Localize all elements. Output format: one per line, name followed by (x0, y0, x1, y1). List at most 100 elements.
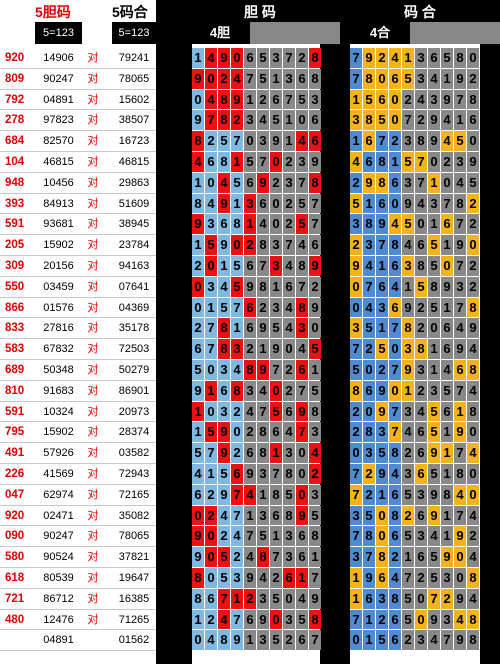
dan-cell: 6 (296, 547, 308, 567)
he-cell: 6 (428, 48, 440, 68)
dan-cell: 2 (244, 588, 256, 609)
he-cell: 2 (376, 609, 388, 630)
dan-cell: 9 (244, 276, 256, 297)
dan-cell: 1 (231, 588, 243, 609)
he-number: 72165 (118, 488, 150, 501)
he-cell: 5 (428, 464, 440, 484)
he-cell: 1 (428, 360, 440, 380)
dan-number: 14906 (43, 52, 74, 64)
he-cell: 2 (389, 131, 401, 151)
dan-cell: 1 (270, 276, 282, 297)
he-cell: 6 (363, 380, 375, 401)
dan-cell: 5 (244, 152, 256, 172)
he-cell: 8 (389, 505, 401, 526)
he-cell: 5 (428, 401, 440, 422)
dan-cell: 9 (309, 297, 321, 318)
row-label: 920 (5, 52, 25, 64)
dan-number: 02471 (43, 509, 74, 522)
dan-check: 对 (87, 72, 99, 85)
dan-cell: 0 (205, 68, 217, 89)
dan-cell: 5 (205, 235, 217, 255)
dan-number: 57926 (43, 447, 74, 460)
he-number: 03582 (118, 447, 150, 460)
dan-cell: 3 (205, 214, 217, 235)
he-cell: 9 (467, 318, 479, 339)
dan-cell: 1 (218, 256, 230, 276)
he-cell: 3 (402, 401, 414, 422)
dan-cell: 4 (244, 401, 256, 422)
dan-check: 对 (87, 488, 99, 501)
he-cell: 1 (350, 131, 362, 151)
he-cell: 2 (467, 256, 479, 276)
row-label: 866 (5, 301, 25, 314)
he-cell: 4 (350, 152, 362, 172)
he-cell: 7 (454, 380, 466, 401)
he-number: 35082 (118, 509, 150, 522)
dan-check: 对 (87, 260, 99, 272)
dan-cell: 6 (244, 48, 256, 68)
he-cell: 3 (402, 464, 414, 484)
he-cell: 9 (363, 48, 375, 68)
dan-check: 对 (87, 551, 99, 564)
he-number: 37821 (118, 551, 150, 564)
dan-cell: 4 (192, 464, 204, 484)
he-number: 01562 (118, 634, 150, 647)
dan-cell: 6 (270, 89, 282, 110)
he-cell: 0 (350, 297, 362, 318)
he-cell: 5 (415, 276, 427, 297)
he-cell: 8 (415, 131, 427, 151)
he-cell: 9 (428, 505, 440, 526)
dan-cell: 0 (192, 89, 204, 110)
he-cell: 4 (389, 464, 401, 484)
he-cell: 5 (363, 89, 375, 110)
he-cell: 9 (428, 110, 440, 131)
dan-check: 对 (87, 280, 99, 293)
dan-cell: 5 (257, 48, 269, 68)
he-cell: 0 (467, 422, 479, 443)
row-label: 948 (5, 176, 25, 189)
dan-cell: 7 (283, 235, 295, 255)
he-cell: 0 (389, 339, 401, 359)
dan-cell: 6 (244, 256, 256, 276)
he-cell: 0 (389, 193, 401, 214)
dan-cell: 7 (244, 68, 256, 89)
dan-number: 62974 (43, 488, 74, 501)
he-cell: 3 (441, 568, 453, 588)
dan-cell: 9 (218, 48, 230, 68)
he-cell: 3 (428, 89, 440, 110)
row-label: 721 (5, 592, 25, 605)
he-cell: 2 (467, 214, 479, 235)
row-label: 580 (5, 551, 25, 564)
he-cell: 1 (402, 48, 414, 68)
he-cell: 7 (389, 360, 401, 380)
row-label: 491 (5, 447, 25, 460)
he-number: 86901 (118, 384, 150, 397)
he-cell: 8 (389, 588, 401, 609)
row-divider (0, 192, 156, 194)
dan-cell: 7 (270, 360, 282, 380)
dan-cell: 7 (257, 256, 269, 276)
dan-number: 03459 (43, 280, 74, 293)
dan-cell: 6 (296, 68, 308, 89)
dan-cell: 2 (244, 339, 256, 359)
dan-cell: 1 (296, 568, 308, 588)
dan-cell: 1 (270, 443, 282, 463)
he-cell: 3 (441, 609, 453, 630)
he-sub-gray (410, 22, 500, 44)
he-cell: 2 (363, 339, 375, 359)
dan-cell: 3 (283, 609, 295, 630)
he-cell: 0 (350, 443, 362, 463)
dan-cell: 3 (283, 547, 295, 567)
dan-check: 对 (87, 301, 99, 314)
he-cell: 2 (415, 568, 427, 588)
dan-cell: 0 (296, 110, 308, 131)
he-cell: 7 (415, 152, 427, 172)
he-cell: 8 (350, 380, 362, 401)
he-cell: 8 (363, 422, 375, 443)
he-cell: 7 (454, 89, 466, 110)
dan-cell: 7 (231, 609, 243, 630)
he-cell: 0 (467, 484, 479, 505)
dan-cell: 0 (270, 152, 282, 172)
dan-number: 20156 (43, 260, 74, 272)
dan-cell: 6 (192, 484, 204, 505)
